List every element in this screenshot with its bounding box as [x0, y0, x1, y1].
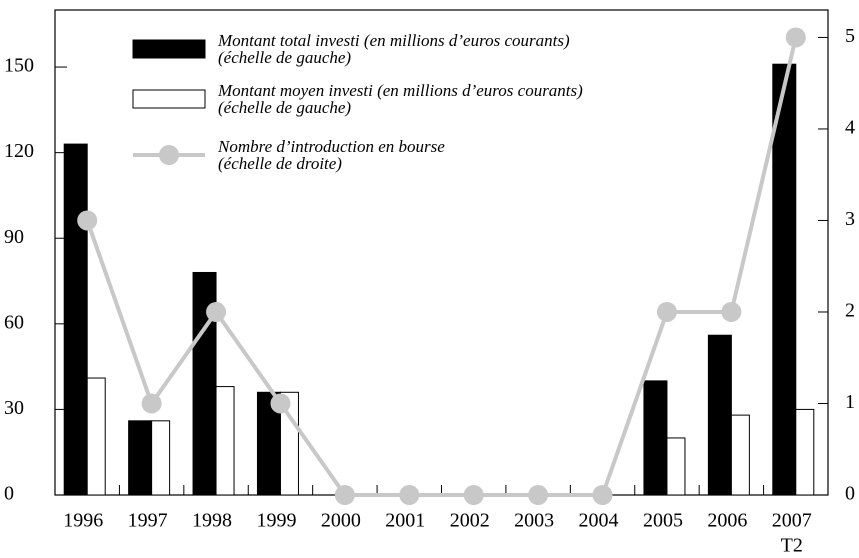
- x-tick-label: 2006: [707, 510, 747, 532]
- line-marker: [334, 485, 355, 505]
- x-tick-label: 2004: [579, 510, 619, 532]
- line-marker: [528, 485, 549, 505]
- x-tick-label: 2007: [772, 510, 812, 532]
- bar: [643, 380, 668, 496]
- bar: [795, 408, 815, 496]
- line-marker: [77, 210, 98, 231]
- bar: [63, 143, 88, 496]
- bar: [730, 414, 750, 496]
- y-tick-label: 60: [4, 311, 24, 333]
- bar: [707, 334, 732, 496]
- y2-tick-label: 0: [845, 483, 855, 505]
- line: [85, 36, 798, 497]
- legend-label: Montant moyen investi (en millions d’eur…: [217, 81, 583, 100]
- y2-tick-label: 1: [845, 391, 855, 413]
- x-tick-label: 1997: [128, 510, 168, 532]
- bar: [666, 437, 686, 496]
- x-tick-label: 1998: [192, 510, 232, 532]
- bar: [192, 271, 217, 496]
- legend-note: (échelle de gauche): [218, 48, 351, 67]
- legend-label: Nombre d’introduction en bourse: [217, 137, 445, 156]
- bar: [128, 420, 153, 496]
- line-marker: [785, 27, 806, 48]
- y2-tick-label: 5: [845, 25, 855, 47]
- legend-swatch: [132, 89, 206, 109]
- line-marker: [592, 485, 613, 505]
- x-tick-note: T2: [781, 535, 803, 557]
- line-marker: [721, 301, 742, 322]
- line-marker: [270, 393, 291, 414]
- x-tick-label: 2005: [643, 510, 683, 532]
- y-tick-label: 120: [4, 140, 34, 162]
- bar: [151, 420, 171, 496]
- x-tick-label: 1996: [63, 510, 103, 532]
- y-tick-label: 90: [4, 226, 24, 248]
- y-tick-label: 30: [4, 397, 24, 419]
- legend-label: Montant total investi (en millions d’eur…: [217, 31, 570, 50]
- line-marker: [656, 301, 677, 322]
- y-tick-label: 150: [4, 55, 34, 77]
- bar: [86, 377, 106, 496]
- legend-note: (échelle de droite): [218, 154, 342, 173]
- y-tick-label: 0: [4, 483, 14, 505]
- bar: [279, 391, 299, 496]
- line-marker: [463, 485, 484, 505]
- legend-swatch: [159, 145, 179, 165]
- x-tick-label: 1999: [256, 510, 296, 532]
- bar: [772, 63, 797, 496]
- y2-tick-label: 4: [845, 117, 855, 139]
- line-marker: [206, 301, 227, 322]
- legend-note: (échelle de gauche): [218, 98, 351, 117]
- y2-tick-label: 2: [845, 300, 855, 322]
- y2-tick-label: 3: [845, 208, 855, 230]
- bar: [215, 386, 235, 496]
- x-tick-label: 2002: [450, 510, 490, 532]
- line-marker: [399, 485, 420, 505]
- x-tick-label: 2000: [321, 510, 361, 532]
- line-marker: [141, 393, 162, 414]
- legend-swatch: [132, 39, 206, 59]
- x-tick-label: 2001: [385, 510, 425, 532]
- x-tick-label: 2003: [514, 510, 554, 532]
